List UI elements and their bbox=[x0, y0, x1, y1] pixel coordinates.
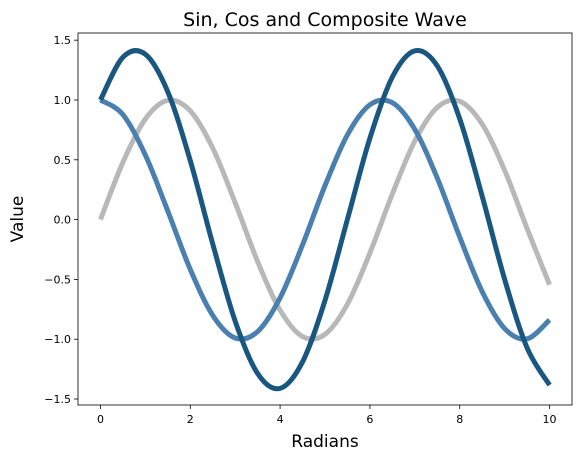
y-tick-label: 0.5 bbox=[54, 154, 72, 167]
plot-frame bbox=[77, 32, 573, 406]
x-axis-title: Radians bbox=[291, 432, 359, 452]
series-line-2 bbox=[99, 97, 552, 342]
series-line-3 bbox=[98, 47, 552, 392]
series-layer bbox=[98, 47, 552, 392]
x-tick-label: 2 bbox=[187, 413, 194, 426]
y-tick-label: 1.0 bbox=[54, 94, 72, 107]
y-tick-label: 0.0 bbox=[54, 214, 72, 227]
y-axis-title: Value bbox=[8, 196, 28, 243]
x-tick-label: 10 bbox=[543, 413, 557, 426]
y-tick-label: −1.5 bbox=[44, 393, 71, 406]
y-tick-label: −0.5 bbox=[44, 273, 71, 286]
x-tick-label: 6 bbox=[366, 413, 373, 426]
axis-layer: 0 2 4 6 8 10 −1.5 −1.0 −0.5 0.0 0.5 1.0 1.5 bbox=[44, 34, 556, 426]
x-tick-label: 0 bbox=[97, 413, 104, 426]
chart-title: Sin, Cos and Composite Wave bbox=[183, 9, 467, 31]
plot-area bbox=[78, 33, 572, 405]
series-line-1 bbox=[98, 97, 552, 342]
x-tick-label: 8 bbox=[456, 413, 463, 426]
y-tick-label: 1.5 bbox=[54, 34, 72, 47]
y-tick-label: −1.0 bbox=[44, 333, 71, 346]
x-tick-label: 4 bbox=[277, 413, 284, 426]
